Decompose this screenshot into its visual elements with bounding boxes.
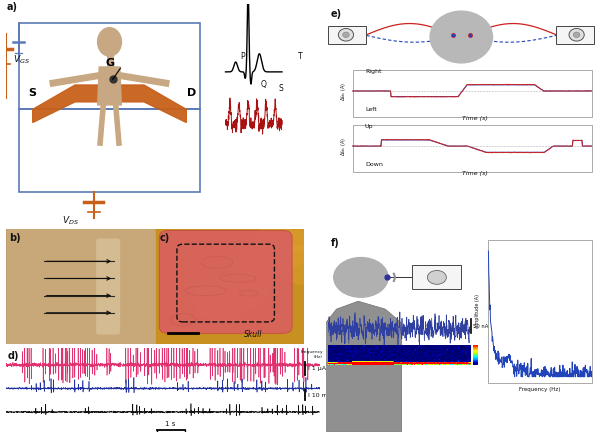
Circle shape <box>224 274 268 308</box>
Text: Time (s): Time (s) <box>462 172 488 176</box>
Text: $V_{DS}$: $V_{DS}$ <box>63 215 80 227</box>
Text: c): c) <box>159 233 169 243</box>
Bar <box>412 265 461 289</box>
Circle shape <box>231 249 280 287</box>
Text: d): d) <box>8 351 19 361</box>
Text: Up: Up <box>365 124 373 129</box>
Text: Time (s): Time (s) <box>462 116 488 121</box>
Bar <box>557 26 595 44</box>
Circle shape <box>569 29 584 41</box>
FancyBboxPatch shape <box>6 224 156 353</box>
Circle shape <box>430 11 493 63</box>
Text: T: T <box>298 52 303 61</box>
Polygon shape <box>33 85 186 123</box>
Circle shape <box>254 221 314 267</box>
Circle shape <box>209 281 226 294</box>
Text: $\Delta I_{ds}$ (A): $\Delta I_{ds}$ (A) <box>339 82 348 101</box>
Bar <box>19 23 200 109</box>
Text: Frequency (Hz): Frequency (Hz) <box>519 386 561 392</box>
Bar <box>19 109 200 192</box>
Polygon shape <box>97 66 122 106</box>
Text: S: S <box>28 88 37 98</box>
Text: $V_{GS}$: $V_{GS}$ <box>13 53 30 66</box>
FancyBboxPatch shape <box>159 231 292 333</box>
Text: Q: Q <box>260 80 266 89</box>
Bar <box>328 26 367 44</box>
Circle shape <box>283 232 309 251</box>
Text: b): b) <box>9 233 21 243</box>
Circle shape <box>338 29 353 41</box>
Text: Skull: Skull <box>244 330 263 339</box>
Text: I 10 mV: I 10 mV <box>308 392 332 398</box>
Text: G: G <box>106 58 115 68</box>
Text: D: D <box>188 88 197 98</box>
Text: Right: Right <box>365 69 382 74</box>
Circle shape <box>334 258 388 297</box>
Text: f): f) <box>331 238 340 248</box>
Circle shape <box>279 246 328 284</box>
Circle shape <box>238 273 257 288</box>
Text: Frequency
(Hz): Frequency (Hz) <box>300 351 323 359</box>
Circle shape <box>343 32 349 37</box>
Bar <box>488 240 592 382</box>
Text: S: S <box>278 84 283 93</box>
Circle shape <box>194 277 251 321</box>
Circle shape <box>428 270 446 284</box>
FancyBboxPatch shape <box>96 239 120 334</box>
Text: P: P <box>241 52 245 61</box>
Bar <box>353 125 592 172</box>
Text: 1 s: 1 s <box>165 421 176 427</box>
Text: Down: Down <box>365 162 383 167</box>
Polygon shape <box>326 301 402 432</box>
Text: $\Delta I_{ds}$ (A): $\Delta I_{ds}$ (A) <box>339 137 348 156</box>
Text: I 1 μA: I 1 μA <box>308 366 326 371</box>
Circle shape <box>98 28 121 56</box>
Text: Left: Left <box>365 107 377 112</box>
Circle shape <box>573 32 580 37</box>
Bar <box>353 70 592 117</box>
Text: a): a) <box>7 2 17 12</box>
Text: Amplitude (A): Amplitude (A) <box>475 294 480 328</box>
Text: e): e) <box>331 9 342 19</box>
Text: 50 nA: 50 nA <box>473 324 488 329</box>
